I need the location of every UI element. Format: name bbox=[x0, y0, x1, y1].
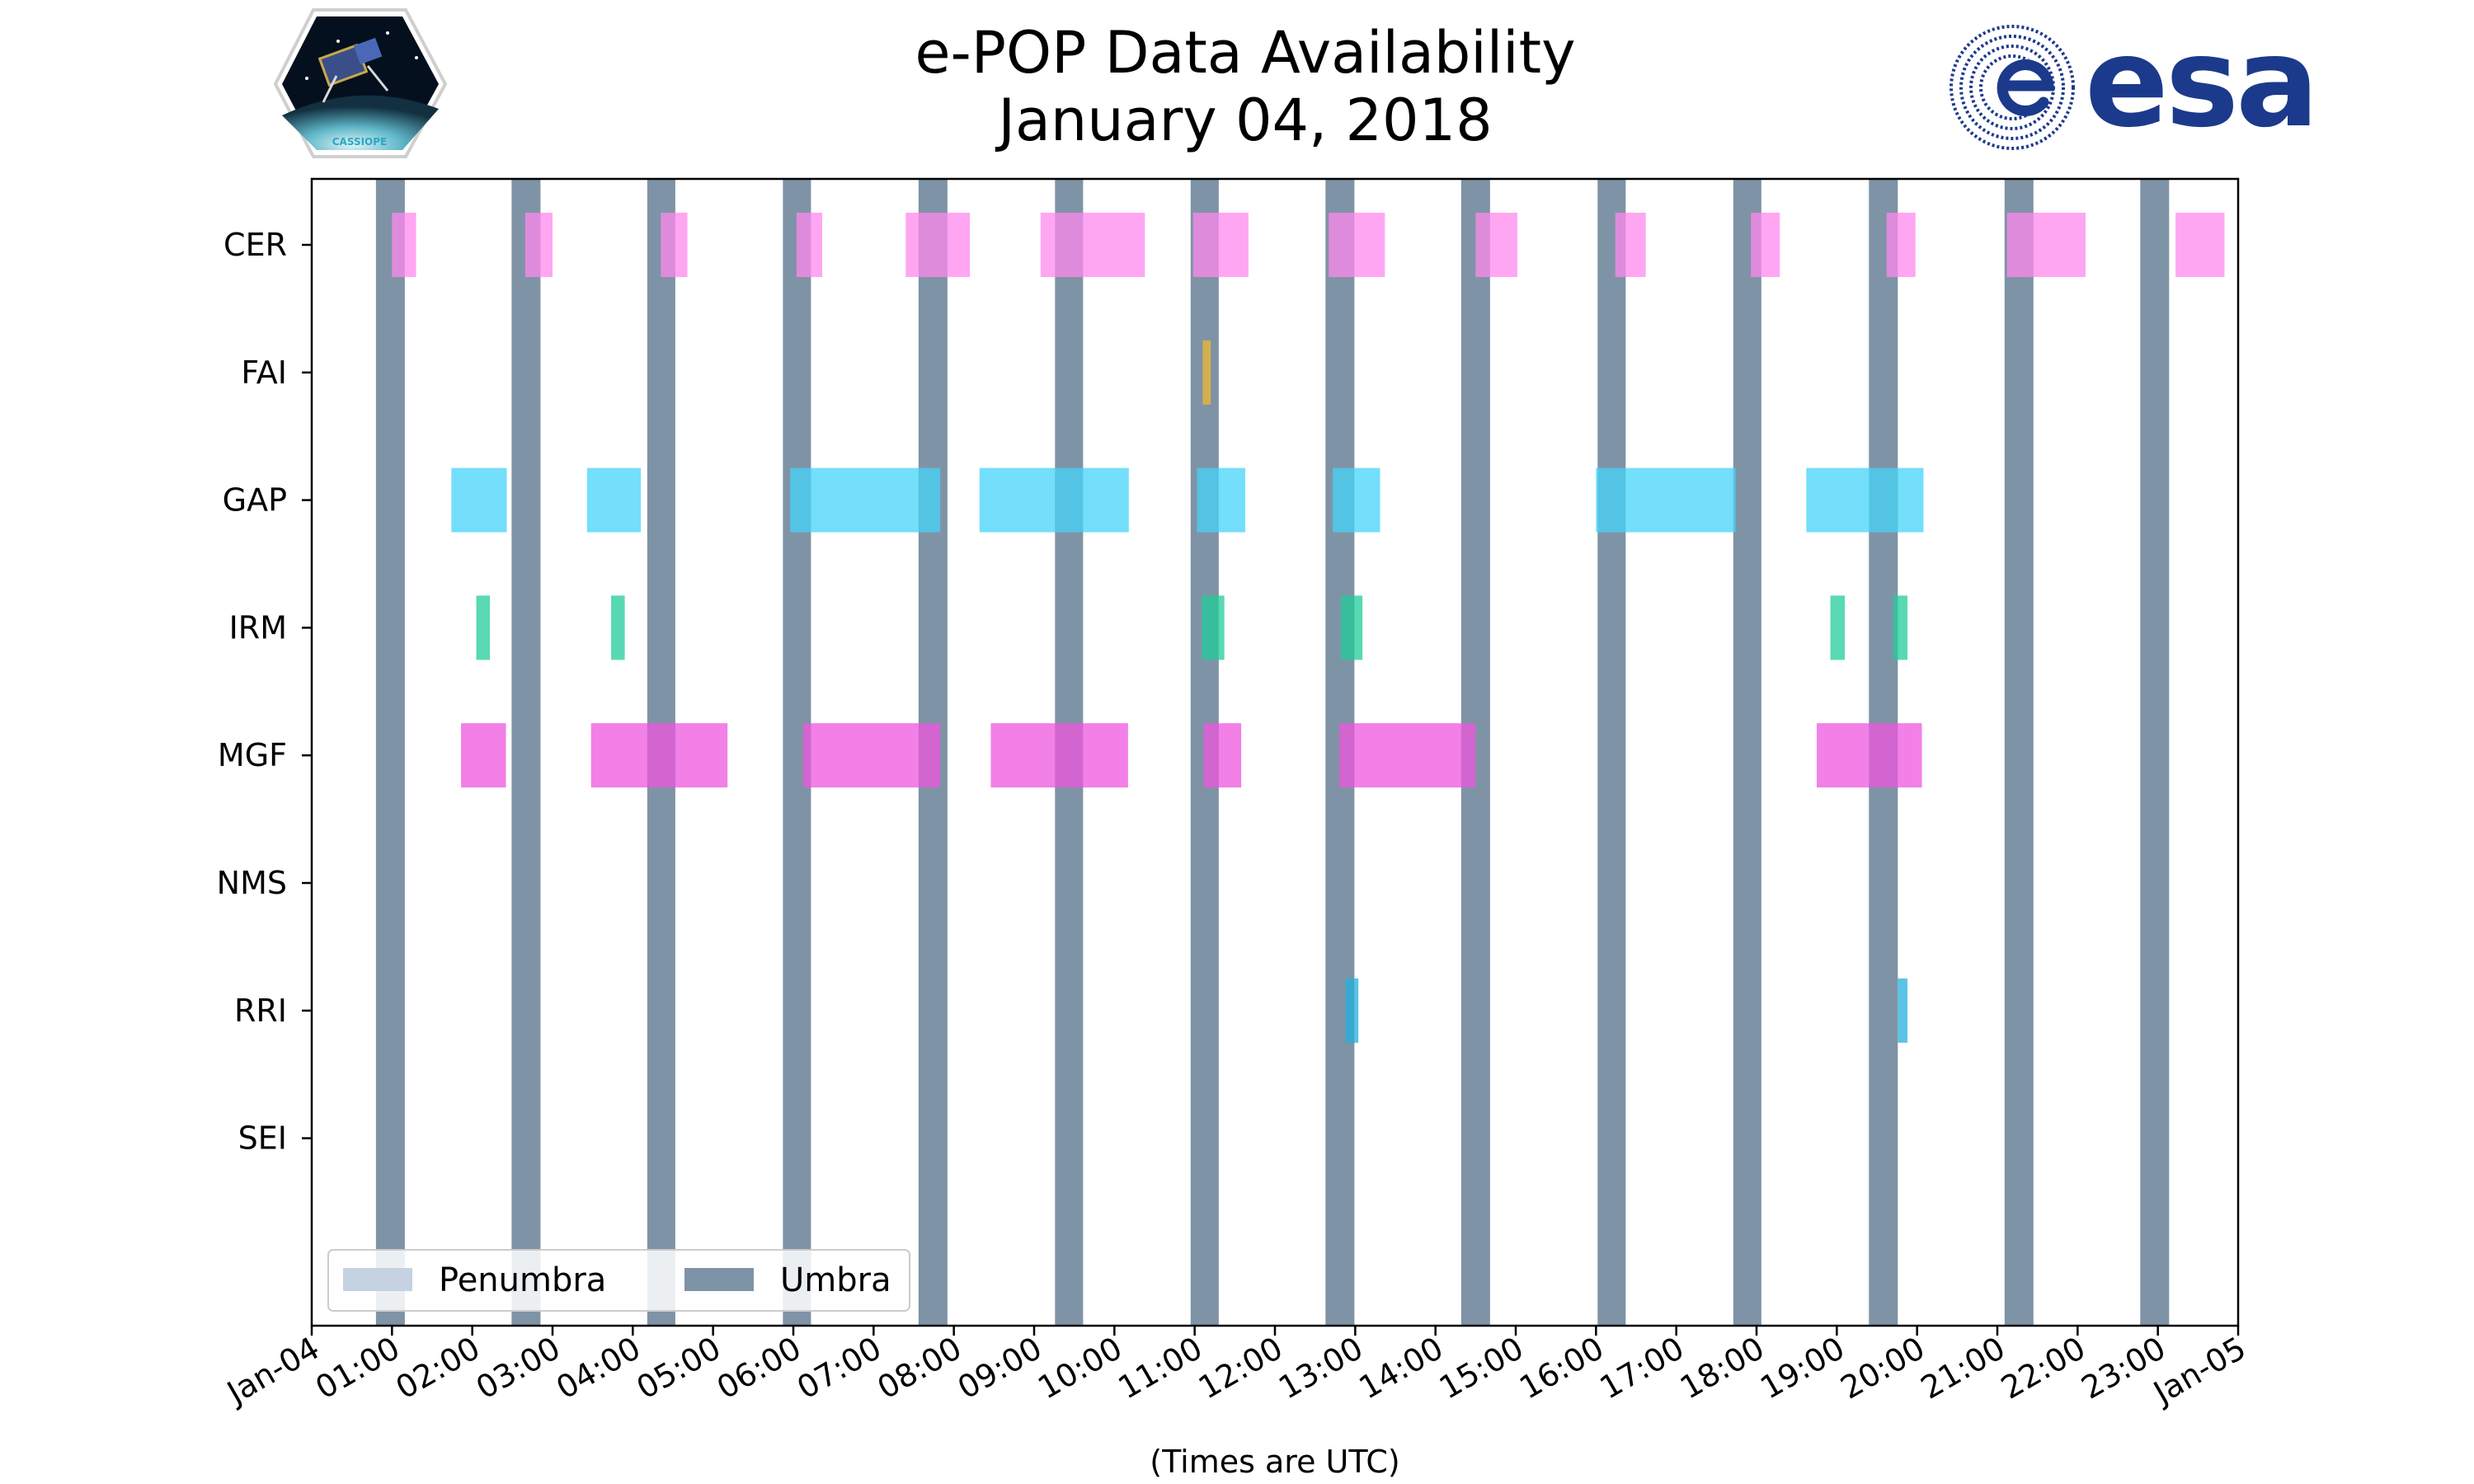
cer-bar-2 bbox=[524, 213, 553, 277]
ytick-label-nms: NMS bbox=[217, 865, 287, 901]
mgf-bar-1 bbox=[461, 723, 506, 788]
esa-emblem-icon bbox=[1950, 25, 2075, 150]
ytick-label-fai: FAI bbox=[241, 355, 287, 391]
fai-bar-1 bbox=[1202, 340, 1211, 405]
umbra-band-10 bbox=[1597, 179, 1626, 1326]
cer-bar-12 bbox=[1886, 213, 1916, 277]
xtick-label-12: 12:00 bbox=[1192, 1330, 1289, 1407]
mgf-bar-2 bbox=[590, 723, 728, 788]
xtick-label-9: 09:00 bbox=[952, 1330, 1048, 1407]
ytick-label-irm: IRM bbox=[229, 609, 287, 646]
mgf-bar-5 bbox=[1203, 723, 1242, 788]
xtick-label-21: 21:00 bbox=[1915, 1330, 2011, 1407]
umbra-band-2 bbox=[511, 179, 541, 1326]
umbra-band-1 bbox=[375, 179, 405, 1326]
xtick-label-22: 22:00 bbox=[1995, 1330, 2091, 1407]
mgf-bar-4 bbox=[990, 723, 1128, 788]
cer-bar-14 bbox=[2175, 213, 2225, 277]
gap-bar-6 bbox=[1333, 467, 1380, 533]
gap-bar-7 bbox=[1596, 467, 1736, 533]
gap-bar-8 bbox=[1806, 467, 1924, 533]
xtick-label-10: 10:00 bbox=[1032, 1330, 1128, 1407]
cassiope-logo: CASSIOPE bbox=[273, 8, 448, 158]
umbra-band-11 bbox=[1733, 179, 1761, 1326]
cer-bar-11 bbox=[1751, 213, 1780, 277]
xtick-label-1: 01:00 bbox=[309, 1330, 406, 1407]
xtick-label-13: 13:00 bbox=[1272, 1330, 1369, 1407]
mgf-bar-6 bbox=[1338, 723, 1476, 788]
legend-label-umbra: Umbra bbox=[780, 1261, 891, 1299]
ytick-label-sei: SEI bbox=[238, 1120, 287, 1157]
ytick-label-rri: RRI bbox=[234, 993, 287, 1029]
mgf-bar-7 bbox=[1817, 723, 1922, 788]
legend-swatch-umbra bbox=[684, 1268, 754, 1291]
xtick-label-4: 04:00 bbox=[550, 1330, 647, 1407]
cer-bar-4 bbox=[796, 213, 823, 277]
irm-bar-3 bbox=[1202, 595, 1225, 660]
irm-bar-1 bbox=[476, 595, 491, 660]
cer-bar-13 bbox=[2006, 213, 2086, 277]
cer-bar-6 bbox=[1040, 213, 1145, 277]
xtick-label-17: 17:00 bbox=[1594, 1330, 1691, 1407]
esa-logo: esa bbox=[1950, 12, 2319, 155]
gap-bar-4 bbox=[979, 467, 1129, 533]
gap-bar-3 bbox=[790, 467, 941, 533]
ytick-label-mgf: MGF bbox=[218, 737, 287, 773]
xtick-label-18: 18:00 bbox=[1674, 1330, 1771, 1407]
chart-title-line1: e-POP Data Availability bbox=[915, 19, 1575, 87]
cassiope-badge-text: CASSIOPE bbox=[332, 136, 388, 148]
chart-title-line2: January 04, 2018 bbox=[995, 87, 1492, 154]
rri-bar-2 bbox=[1898, 978, 1907, 1043]
y-axis: CER FAI GAP IRM MGF NMS RRI SEI bbox=[217, 227, 312, 1157]
gap-bar-2 bbox=[586, 467, 642, 533]
gap-bar-1 bbox=[451, 467, 507, 533]
irm-bar-6 bbox=[1893, 595, 1907, 660]
irm-bar-4 bbox=[1340, 595, 1363, 660]
mgf-bar-3 bbox=[802, 723, 941, 788]
satellite-icon bbox=[317, 37, 389, 103]
ytick-label-gap: GAP bbox=[223, 482, 287, 519]
cer-bar-8 bbox=[1329, 213, 1385, 277]
xtick-label-14: 14:00 bbox=[1353, 1330, 1450, 1407]
legend: Penumbra Umbra bbox=[327, 1249, 910, 1312]
legend-label-penumbra: Penumbra bbox=[439, 1261, 606, 1299]
x-axis-label: (Times are UTC) bbox=[1150, 1444, 1399, 1480]
xtick-label-3: 03:00 bbox=[470, 1330, 567, 1407]
cer-bar-5 bbox=[905, 213, 971, 277]
cer-bar-1 bbox=[392, 213, 416, 277]
legend-box bbox=[327, 1249, 910, 1312]
series-layer bbox=[392, 213, 2225, 1043]
xtick-label-8: 08:00 bbox=[872, 1330, 968, 1407]
xtick-label-19: 19:00 bbox=[1754, 1330, 1851, 1407]
umbra-band-14 bbox=[2140, 179, 2170, 1326]
xtick-label-5: 05:00 bbox=[631, 1330, 727, 1407]
cer-bar-10 bbox=[1615, 213, 1646, 277]
gap-bar-5 bbox=[1197, 467, 1245, 533]
xtick-label-20: 20:00 bbox=[1835, 1330, 1931, 1407]
cer-bar-9 bbox=[1475, 213, 1517, 277]
xtick-label-0: Jan-04 bbox=[219, 1330, 325, 1411]
x-axis: Jan-0401:0002:0003:0004:0005:0006:0007:0… bbox=[219, 1326, 2252, 1411]
cer-bar-3 bbox=[661, 213, 688, 277]
irm-bar-2 bbox=[611, 595, 625, 660]
legend-swatch-penumbra bbox=[343, 1268, 412, 1291]
irm-bar-5 bbox=[1830, 595, 1846, 660]
xtick-label-7: 07:00 bbox=[791, 1330, 887, 1407]
xtick-label-11: 11:00 bbox=[1112, 1330, 1209, 1407]
rri-bar-1 bbox=[1345, 978, 1359, 1043]
xtick-label-2: 02:00 bbox=[390, 1330, 487, 1407]
xtick-label-15: 15:00 bbox=[1433, 1330, 1530, 1407]
esa-wordmark: esa bbox=[2085, 12, 2316, 155]
xtick-label-16: 16:00 bbox=[1513, 1330, 1610, 1407]
umbra-band-13 bbox=[2004, 179, 2034, 1326]
ytick-label-cer: CER bbox=[223, 227, 287, 263]
xtick-label-24: Jan-05 bbox=[2146, 1330, 2251, 1411]
cer-bar-7 bbox=[1192, 213, 1249, 277]
xtick-label-6: 06:00 bbox=[711, 1330, 807, 1407]
